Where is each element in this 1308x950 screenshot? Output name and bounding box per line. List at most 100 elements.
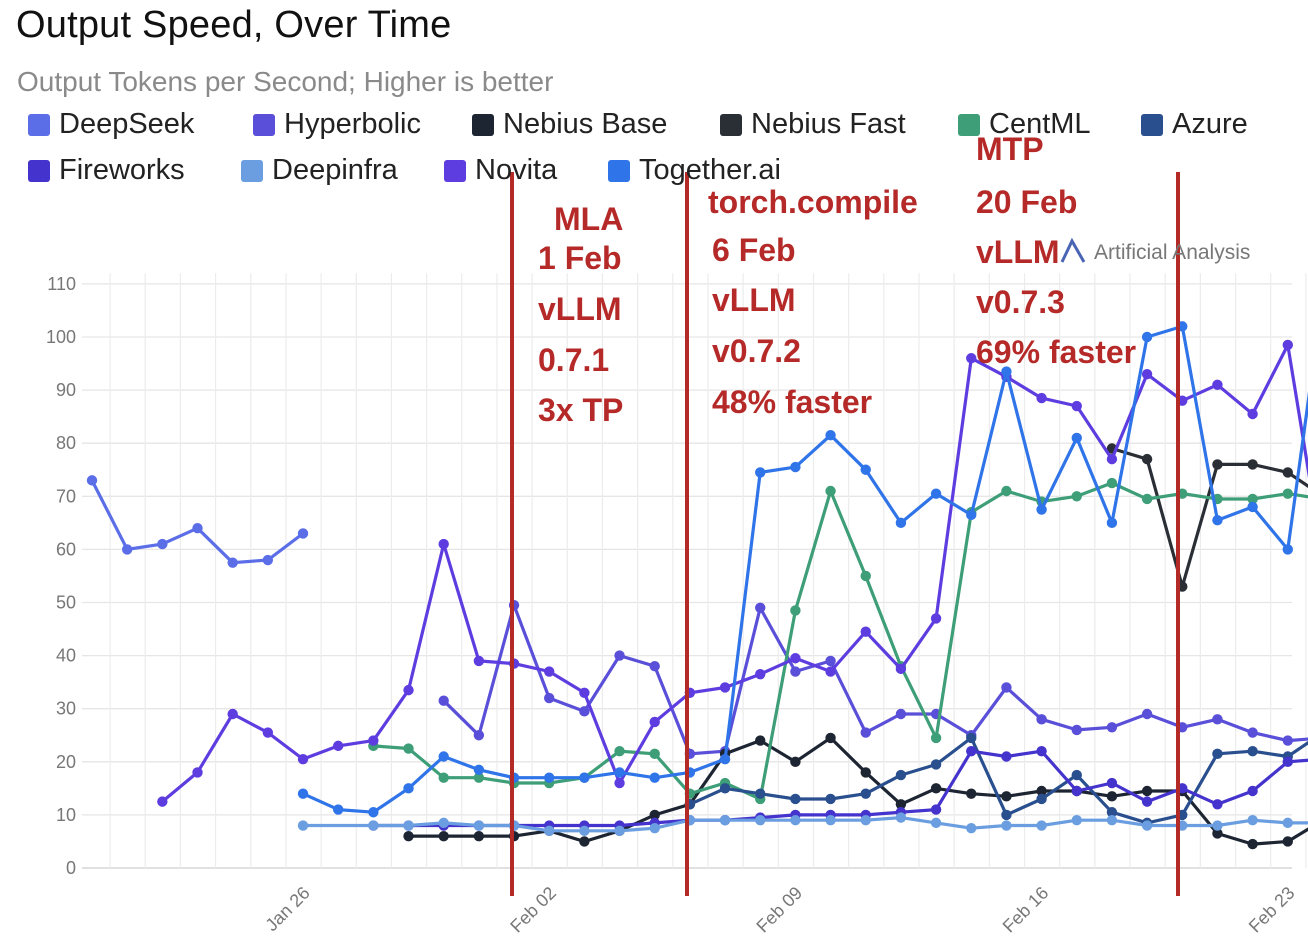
data-point	[1247, 459, 1258, 470]
data-point	[332, 740, 344, 752]
legend-item-fireworks[interactable]: Fireworks	[28, 154, 185, 187]
data-point	[1141, 453, 1153, 465]
data-point	[1106, 807, 1118, 818]
data-point	[860, 626, 871, 637]
data-point	[860, 570, 871, 582]
data-point	[1141, 796, 1153, 807]
data-point	[825, 655, 836, 667]
data-point	[1001, 366, 1012, 377]
series-line	[303, 816, 1308, 833]
series-hyperbolic	[438, 599, 1308, 760]
data-point	[1106, 777, 1118, 789]
legend-label: Together.ai	[639, 154, 781, 186]
data-point	[1212, 514, 1223, 526]
annotation-block: torch.compile 6 Feb vLLM v0.7.2 48% faster	[708, 184, 918, 420]
legend-item-hyperbolic[interactable]: Hyperbolic	[253, 108, 421, 141]
legend-item-deepseek[interactable]: DeepSeek	[28, 108, 194, 141]
annotation-line: 48% faster	[712, 384, 872, 420]
data-point	[649, 716, 660, 728]
annotation-line: 3x TP	[538, 392, 623, 428]
annotation-line: vLLM	[538, 291, 622, 327]
data-point	[930, 488, 942, 499]
legend-item-centml[interactable]: CentML	[958, 108, 1091, 141]
data-point	[1106, 453, 1118, 465]
data-point	[438, 817, 449, 829]
chart-grid	[82, 273, 1307, 869]
data-point	[544, 692, 555, 704]
data-point	[614, 745, 625, 757]
legend-label: Deepinfra	[272, 154, 398, 186]
data-point	[825, 666, 836, 677]
data-point	[438, 538, 449, 550]
annotation-line: vLLM	[712, 282, 796, 318]
series-deepinfra	[297, 812, 1308, 837]
legend-item-novita[interactable]: Novita	[444, 154, 557, 187]
data-point	[473, 764, 485, 775]
legend-item-azure[interactable]: Azure	[1141, 108, 1248, 141]
data-point	[579, 825, 590, 837]
y-tick-label: 90	[56, 380, 76, 400]
legend-swatch	[444, 159, 466, 182]
data-point	[1036, 793, 1047, 805]
legend-item-nebius-base[interactable]: Nebius Base	[472, 108, 667, 141]
data-point	[438, 830, 449, 842]
data-point	[895, 517, 907, 529]
y-tick-label: 80	[56, 433, 76, 453]
data-point	[790, 605, 801, 616]
data-point	[1282, 756, 1293, 767]
data-point	[755, 735, 766, 746]
x-tick-label: Jan 26	[261, 883, 313, 935]
data-point	[1001, 820, 1012, 831]
data-point	[614, 777, 625, 789]
legend-item-deepinfra[interactable]: Deepinfra	[241, 154, 398, 187]
data-point	[1212, 748, 1223, 760]
data-point	[544, 666, 555, 677]
data-point	[438, 751, 449, 762]
data-point	[1212, 828, 1223, 839]
legend-swatch	[608, 159, 630, 182]
data-point	[1282, 544, 1293, 555]
data-point	[790, 815, 801, 826]
y-tick-label: 60	[56, 539, 76, 559]
series-line	[302, 324, 1308, 814]
y-tick-label: 30	[56, 699, 76, 719]
data-point	[1247, 727, 1258, 738]
data-point	[368, 807, 379, 818]
data-point	[1001, 809, 1012, 821]
legend-swatch	[241, 159, 263, 182]
data-point	[438, 772, 449, 783]
data-point	[930, 759, 942, 770]
data-point	[544, 825, 555, 837]
data-point	[1036, 714, 1047, 725]
data-point	[966, 822, 977, 834]
data-point	[1106, 791, 1118, 802]
series-line	[1111, 446, 1308, 589]
data-point	[1282, 735, 1293, 746]
annotation-line: 0.7.1	[538, 342, 609, 378]
data-point	[719, 753, 731, 765]
data-point	[1282, 339, 1293, 351]
legend-label: Azure	[1172, 108, 1248, 140]
data-point	[1036, 785, 1047, 797]
data-point	[860, 464, 871, 475]
chart-subtitle: Output Tokens per Second; Higher is bett…	[17, 66, 554, 97]
data-point	[262, 727, 274, 738]
data-point	[473, 772, 485, 783]
y-tick-label: 40	[56, 646, 76, 666]
x-tick-label: Feb 23	[1245, 883, 1299, 937]
data-point	[825, 485, 836, 497]
legend-item-nebius-fast[interactable]: Nebius Fast	[720, 108, 906, 141]
data-point	[1212, 820, 1223, 831]
data-point	[86, 475, 98, 486]
data-point	[895, 769, 907, 781]
data-point	[1247, 815, 1258, 826]
legend-item-together-ai[interactable]: Together.ai	[608, 154, 781, 187]
data-point	[403, 820, 414, 831]
series-deepseek	[86, 475, 309, 568]
data-point	[649, 822, 660, 834]
data-point	[1247, 838, 1258, 850]
data-point	[649, 661, 660, 672]
data-point	[297, 753, 309, 765]
